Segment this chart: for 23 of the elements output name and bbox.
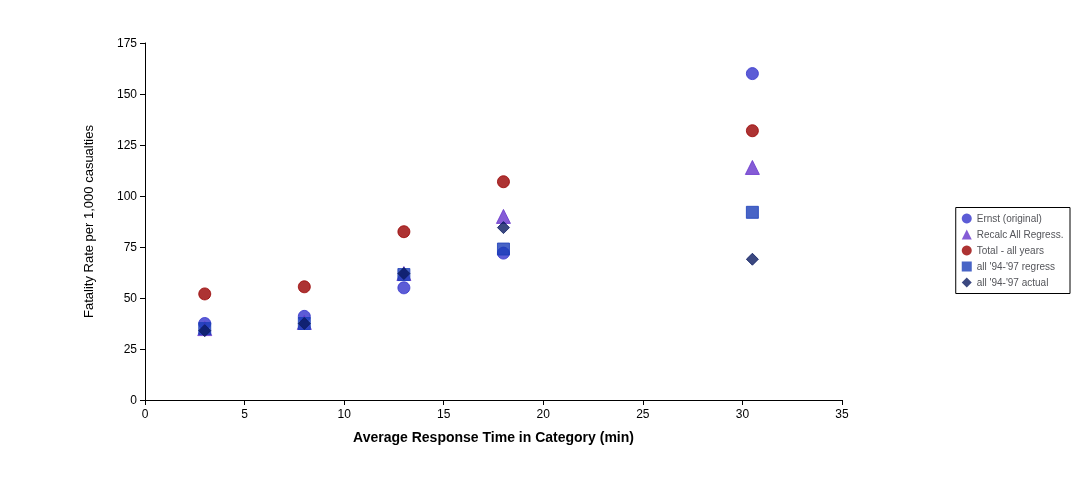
y-tick-label: 25 bbox=[123, 342, 138, 356]
x-axis-title: Average Response Time in Category (min) bbox=[353, 429, 634, 445]
legend-label: Recalc All Regress. bbox=[976, 229, 1064, 240]
y-tick-label: 125 bbox=[116, 138, 138, 152]
x-tick-label: 30 bbox=[735, 407, 750, 421]
x-tick-label: 15 bbox=[437, 407, 451, 421]
x-tick-label: 35 bbox=[835, 407, 849, 421]
x-tick-label: 20 bbox=[536, 407, 551, 421]
x-tick-label: 5 bbox=[241, 407, 249, 421]
y-tick-label: 175 bbox=[116, 36, 138, 50]
legend-label: Ernst (original) bbox=[976, 213, 1042, 224]
y-tick-label: 75 bbox=[123, 240, 138, 254]
legend-label: Total - all years bbox=[976, 245, 1044, 256]
y-tick-label: 150 bbox=[116, 87, 138, 101]
x-tick-label: 25 bbox=[636, 407, 650, 421]
y-tick-label: 100 bbox=[116, 189, 138, 203]
legend-label: all '94-'97 actual bbox=[976, 277, 1049, 288]
x-tick-label: 0 bbox=[141, 407, 149, 421]
y-tick-label: 50 bbox=[123, 291, 138, 305]
y-tick-label: 0 bbox=[130, 393, 138, 407]
legend-label: all '94-'97 regress bbox=[976, 261, 1056, 272]
y-axis-title: Fatality Rate per 1,000 casualties bbox=[81, 124, 96, 318]
x-tick-label: 10 bbox=[337, 407, 352, 421]
